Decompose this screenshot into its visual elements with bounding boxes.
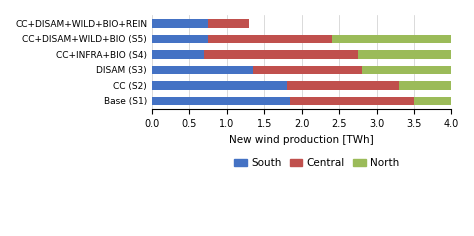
Bar: [204, 50, 358, 59]
Bar: [152, 66, 253, 74]
Bar: [332, 35, 451, 43]
X-axis label: New wind production [TWh]: New wind production [TWh]: [229, 135, 374, 145]
Bar: [358, 50, 451, 59]
Bar: [253, 66, 362, 74]
Bar: [399, 81, 451, 90]
Bar: [414, 97, 451, 105]
Bar: [287, 81, 399, 90]
Bar: [362, 66, 451, 74]
Legend: South, Central, North: South, Central, North: [230, 154, 403, 173]
Bar: [152, 19, 208, 28]
Bar: [291, 97, 414, 105]
Bar: [152, 81, 287, 90]
Bar: [152, 35, 208, 43]
Bar: [152, 50, 204, 59]
Bar: [208, 35, 332, 43]
Bar: [208, 19, 249, 28]
Bar: [152, 97, 291, 105]
